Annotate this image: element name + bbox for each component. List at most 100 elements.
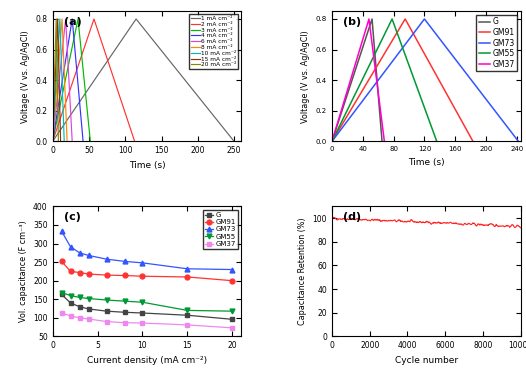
Line: GM37: GM37 <box>59 311 235 330</box>
Y-axis label: Voltage (V vs. Ag/AgCl): Voltage (V vs. Ag/AgCl) <box>21 30 30 123</box>
GM91 <box>67 269 74 274</box>
X-axis label: Time (s): Time (s) <box>129 161 165 170</box>
GM91 <box>402 17 408 21</box>
Line: 20 mA cm⁻²: 20 mA cm⁻² <box>53 19 58 141</box>
Legend: 1 mA cm⁻², 2 mA cm⁻², 3 mA cm⁻², 4 mA cm⁻², 6 mA cm⁻², 8 mA cm⁻², 10 mA cm⁻², 15: 1 mA cm⁻², 2 mA cm⁻², 3 mA cm⁻², 4 mA cm… <box>189 14 238 69</box>
Line: 2 mA cm⁻²: 2 mA cm⁻² <box>53 19 135 141</box>
G <box>184 313 190 318</box>
2 mA cm⁻² <box>91 17 97 21</box>
Line: 15 mA cm⁻²: 15 mA cm⁻² <box>53 19 60 141</box>
GM73 <box>515 139 522 144</box>
GM55 <box>389 17 395 21</box>
GM73 <box>184 266 190 271</box>
GM91 <box>85 272 92 276</box>
8 mA cm⁻² <box>49 139 56 144</box>
GM37 <box>329 139 335 144</box>
Text: (d): (d) <box>343 212 361 222</box>
G <box>369 17 375 21</box>
Text: (c): (c) <box>64 212 81 222</box>
1 mA cm⁻² <box>231 139 237 144</box>
6 mA cm⁻² <box>69 139 75 144</box>
GM55 <box>122 299 128 304</box>
Line: 10 mA cm⁻²: 10 mA cm⁻² <box>53 19 64 141</box>
G <box>104 309 110 313</box>
Line: G: G <box>332 19 382 141</box>
10 mA cm⁻² <box>57 17 63 21</box>
2 mA cm⁻² <box>49 139 56 144</box>
GM91 <box>229 279 236 283</box>
GM37 <box>76 316 83 320</box>
Text: (a): (a) <box>64 17 82 26</box>
15 mA cm⁻² <box>57 139 64 144</box>
Y-axis label: Voltage (V vs. Ag/AgCl): Voltage (V vs. Ag/AgCl) <box>301 30 310 123</box>
GM55 <box>85 296 92 301</box>
Line: 4 mA cm⁻²: 4 mA cm⁻² <box>53 19 83 141</box>
Y-axis label: Vol. capacitance (F cm⁻³): Vol. capacitance (F cm⁻³) <box>18 220 27 322</box>
8 mA cm⁻² <box>64 139 70 144</box>
GM55 <box>184 308 190 313</box>
G <box>67 301 74 305</box>
Line: GM55: GM55 <box>59 290 235 314</box>
4 mA cm⁻² <box>49 139 56 144</box>
Line: G: G <box>59 292 235 322</box>
GM55 <box>67 293 74 298</box>
GM73 <box>229 267 236 272</box>
GM91 <box>122 273 128 278</box>
GM73 <box>85 253 92 258</box>
GM37 <box>381 139 388 144</box>
Line: 3 mA cm⁻²: 3 mA cm⁻² <box>53 19 90 141</box>
GM37 <box>229 325 236 330</box>
GM55 <box>433 139 440 144</box>
3 mA cm⁻² <box>75 17 81 21</box>
4 mA cm⁻² <box>80 139 86 144</box>
GM91 <box>58 259 65 263</box>
15 mA cm⁻² <box>49 139 56 144</box>
Line: 6 mA cm⁻²: 6 mA cm⁻² <box>53 19 72 141</box>
15 mA cm⁻² <box>55 17 61 21</box>
4 mA cm⁻² <box>69 17 75 21</box>
GM91 <box>104 273 110 277</box>
GM37 <box>67 314 74 318</box>
GM55 <box>329 139 335 144</box>
GM55 <box>139 300 146 305</box>
GM73 <box>139 260 146 265</box>
GM37 <box>104 319 110 324</box>
GM91 <box>139 274 146 279</box>
20 mA cm⁻² <box>49 139 56 144</box>
G <box>229 317 236 322</box>
10 mA cm⁻² <box>49 139 56 144</box>
GM37 <box>122 321 128 325</box>
GM37 <box>184 323 190 327</box>
G <box>329 139 335 144</box>
Line: 1 mA cm⁻²: 1 mA cm⁻² <box>53 19 234 141</box>
GM73 <box>122 259 128 263</box>
GM73 <box>67 245 74 249</box>
Line: GM91: GM91 <box>332 19 473 141</box>
Line: 8 mA cm⁻²: 8 mA cm⁻² <box>53 19 67 141</box>
GM91 <box>76 270 83 275</box>
GM55 <box>76 295 83 300</box>
20 mA cm⁻² <box>53 17 59 21</box>
X-axis label: Time (s): Time (s) <box>408 158 444 167</box>
Line: GM91: GM91 <box>59 259 235 283</box>
20 mA cm⁻² <box>55 139 62 144</box>
Text: (b): (b) <box>343 17 361 26</box>
10 mA cm⁻² <box>61 139 67 144</box>
GM37 <box>366 17 372 21</box>
GM91 <box>184 275 190 279</box>
G <box>85 307 92 311</box>
GM37 <box>139 321 146 325</box>
Line: GM55: GM55 <box>332 19 437 141</box>
Legend: G, GM91, GM73, GM55, GM37: G, GM91, GM73, GM55, GM37 <box>477 15 517 71</box>
3 mA cm⁻² <box>49 139 56 144</box>
GM91 <box>470 139 476 144</box>
1 mA cm⁻² <box>49 139 56 144</box>
GM73 <box>104 257 110 262</box>
X-axis label: Cycle number: Cycle number <box>395 356 458 365</box>
G <box>379 139 385 144</box>
GM91 <box>329 139 335 144</box>
GM37 <box>58 311 65 315</box>
GM73 <box>76 251 83 255</box>
G <box>122 310 128 314</box>
GM37 <box>85 317 92 321</box>
